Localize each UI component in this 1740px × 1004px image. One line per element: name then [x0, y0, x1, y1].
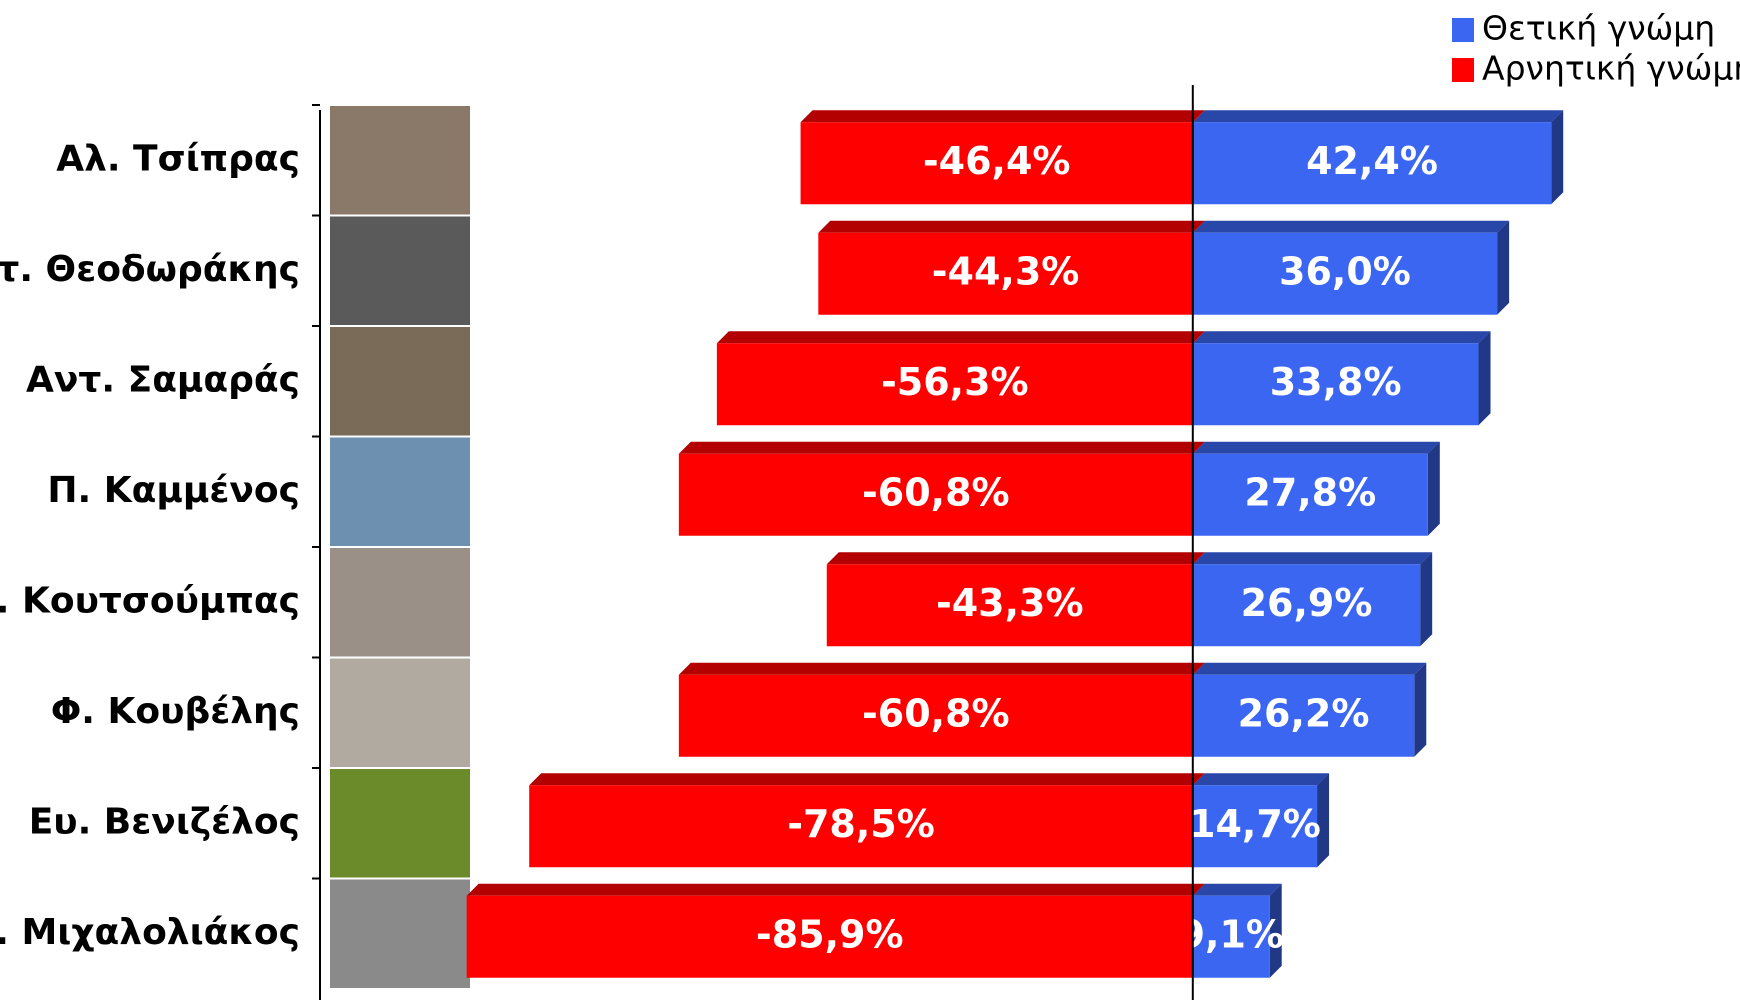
- category-label: Στ. Θεοδωράκης: [0, 249, 300, 290]
- bar-top: [826, 552, 1205, 565]
- bar-top: [800, 110, 1205, 123]
- photo: [330, 216, 470, 325]
- bar: [1192, 674, 1415, 757]
- bar-top: [466, 883, 1205, 896]
- bar-top: [1192, 110, 1564, 123]
- category-label: Π. Καμμένος: [47, 470, 300, 511]
- photo: [330, 327, 470, 436]
- bar-side: [1317, 773, 1330, 868]
- bar-top: [1192, 331, 1491, 344]
- value-label: -85,9%: [756, 912, 904, 956]
- photo: [330, 106, 470, 215]
- bar-top: [678, 662, 1205, 675]
- bar: [1192, 895, 1270, 978]
- bar-top: [529, 773, 1205, 786]
- photo: [330, 879, 470, 988]
- photo: [330, 658, 470, 767]
- bar-side: [1551, 110, 1564, 205]
- bar-top: [1192, 220, 1510, 233]
- value-label: 36,0%: [1279, 249, 1411, 293]
- bar-top: [1192, 552, 1433, 565]
- bar: [678, 674, 1193, 757]
- bar: [529, 785, 1193, 868]
- legend-label: Αρνητική γνώμη: [1482, 49, 1740, 88]
- value-label: -43,3%: [936, 581, 1084, 625]
- category-label: Φ. Κουβέλης: [51, 691, 300, 732]
- bar: [826, 564, 1193, 647]
- bar: [1192, 122, 1552, 205]
- bar-top: [678, 441, 1205, 454]
- bar-side: [1414, 662, 1427, 757]
- value-label: -46,4%: [923, 139, 1071, 183]
- bar: [1192, 564, 1421, 647]
- category-label: Αντ. Σαμαράς: [26, 359, 300, 400]
- value-label: 42,4%: [1306, 139, 1438, 183]
- value-label: 9,1%: [1179, 912, 1284, 956]
- value-label: -56,3%: [881, 360, 1029, 404]
- legend-swatch: [1452, 18, 1474, 42]
- photo: [330, 548, 470, 657]
- bar-side: [1269, 883, 1282, 978]
- bar-side: [1497, 220, 1510, 315]
- category-label: Ευ. Βενιζέλος: [29, 801, 300, 842]
- category-label: Δ. Κουτσούμπας: [0, 580, 300, 621]
- bar: [1192, 785, 1318, 868]
- value-label: -44,3%: [932, 249, 1080, 293]
- bar: [1192, 343, 1479, 426]
- value-label: 14,7%: [1189, 802, 1321, 846]
- bar: [678, 453, 1193, 536]
- value-label: 33,8%: [1270, 360, 1402, 404]
- bar: [800, 122, 1193, 205]
- bar: [1192, 232, 1498, 315]
- value-label: -78,5%: [787, 802, 935, 846]
- bar: [716, 343, 1193, 426]
- bar: [818, 232, 1193, 315]
- photo: [330, 769, 470, 878]
- bar-top: [1192, 441, 1440, 454]
- value-label: -60,8%: [862, 691, 1010, 735]
- bar-side: [1427, 441, 1440, 536]
- bar-top: [818, 220, 1205, 233]
- bar-side: [1420, 552, 1433, 647]
- bar: [1192, 453, 1428, 536]
- bar-top: [1192, 773, 1330, 786]
- bar-top: [1192, 883, 1282, 896]
- legend-label: Θετική γνώμη: [1482, 9, 1715, 48]
- bar-side: [1478, 331, 1491, 426]
- value-label: 26,9%: [1241, 581, 1373, 625]
- legend-swatch: [1452, 58, 1474, 82]
- value-label: 26,2%: [1238, 691, 1370, 735]
- bar-top: [716, 331, 1205, 344]
- category-label: Αλ. Τσίπρας: [56, 138, 300, 179]
- bar-top: [1192, 662, 1427, 675]
- value-label: -60,8%: [862, 470, 1010, 514]
- bar: [466, 895, 1193, 978]
- category-label: Ν. Μιχαλολιάκος: [0, 912, 300, 953]
- value-label: 27,8%: [1244, 470, 1376, 514]
- photo: [330, 437, 470, 546]
